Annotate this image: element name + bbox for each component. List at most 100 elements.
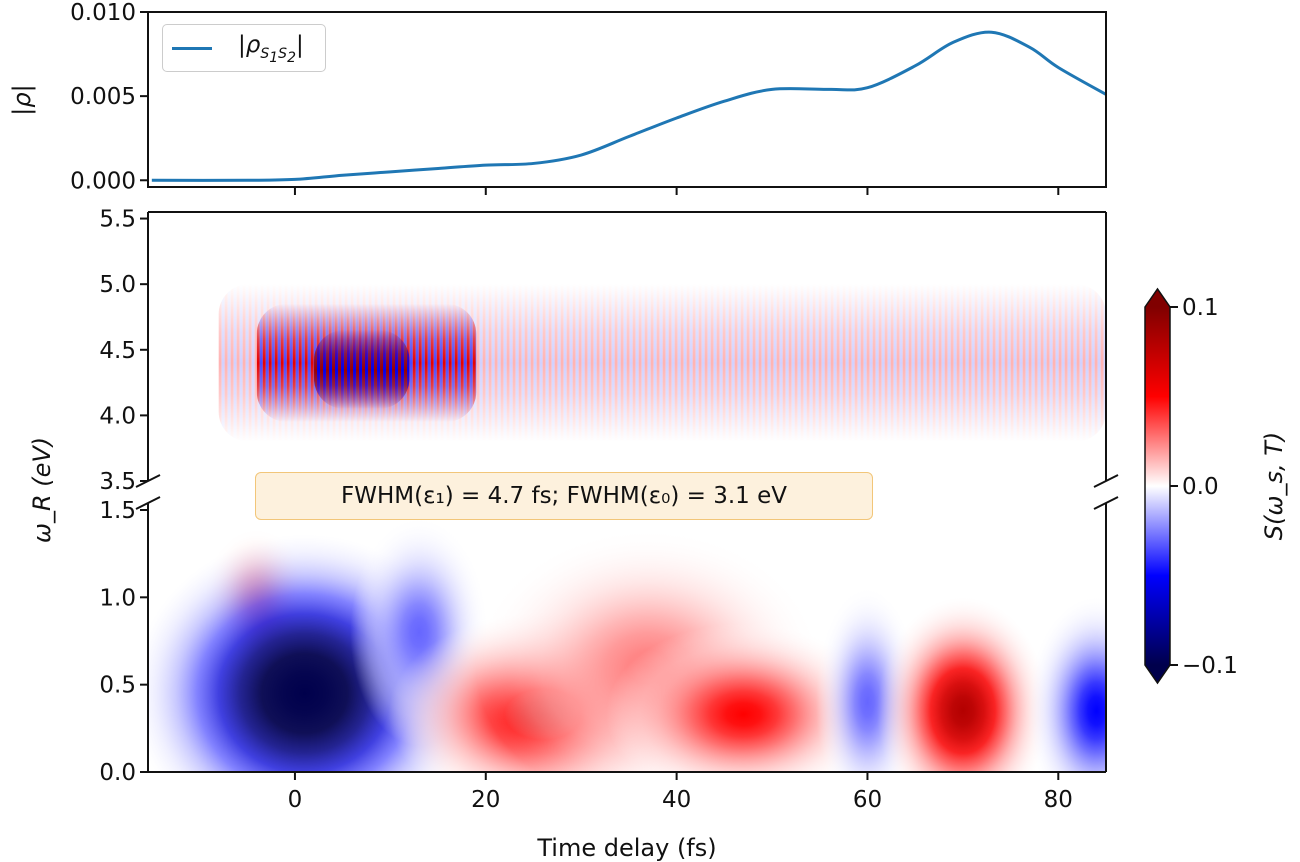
stripe-positive	[686, 212, 690, 481]
stripe-positive	[596, 212, 600, 481]
stripe-positive	[806, 212, 810, 481]
stripe-positive	[1058, 212, 1062, 481]
lower-heatmap	[148, 518, 1106, 772]
stripe-positive	[968, 212, 972, 481]
stripe-positive	[218, 212, 222, 481]
stripe-negative	[307, 212, 311, 481]
stripe-negative	[875, 212, 879, 481]
stripe-negative	[911, 212, 915, 481]
y-tick-label: 0.010	[70, 0, 136, 26]
stripe-negative	[347, 212, 351, 481]
stripe-positive	[332, 212, 336, 481]
stripe-positive	[1064, 212, 1068, 481]
stripe-positive	[926, 212, 930, 481]
x-tick-label: 80	[1044, 787, 1073, 813]
stripe-negative	[743, 212, 747, 481]
stripe-negative	[265, 212, 269, 481]
stripe-negative	[773, 212, 777, 481]
stripe-positive	[298, 212, 302, 481]
stripe-negative	[695, 212, 699, 481]
stripe-negative	[415, 212, 419, 481]
stripe-positive	[542, 212, 546, 481]
stripe-negative	[629, 212, 633, 481]
heatmap-y-axis-label: ω_R (eV)	[28, 437, 56, 543]
stripe-positive	[632, 212, 636, 481]
stripe-positive	[794, 212, 798, 481]
stripe-negative	[401, 212, 405, 481]
stripe-negative	[1103, 212, 1106, 481]
stripe-negative	[1025, 212, 1029, 481]
stripe-positive	[824, 212, 828, 481]
stripe-positive	[314, 212, 318, 481]
stripe-negative	[407, 212, 411, 481]
stripe-positive	[974, 212, 978, 481]
stripe-negative	[271, 212, 275, 481]
stripe-positive	[1034, 212, 1038, 481]
stripe-positive	[350, 212, 354, 481]
stripe-positive	[512, 212, 516, 481]
stripe-positive	[280, 212, 284, 481]
stripe-negative	[779, 212, 783, 481]
stripe-negative	[659, 212, 663, 481]
stripe-negative	[623, 212, 627, 481]
stripe-negative	[433, 212, 437, 481]
x-tick-label: 20	[471, 787, 500, 813]
stripe-negative	[329, 212, 333, 481]
stripe-negative	[1013, 212, 1017, 481]
stripe-positive	[944, 212, 948, 481]
stripe-negative	[451, 212, 455, 481]
stripe-negative	[887, 212, 891, 481]
stripe-negative	[503, 212, 507, 481]
colorbar-extend-min	[1145, 665, 1170, 683]
stripe-negative	[1091, 212, 1095, 481]
colorbar-tick-label: 0.1	[1182, 295, 1219, 321]
stripe-negative	[515, 212, 519, 481]
stripe-positive	[812, 212, 816, 481]
stripe-positive	[500, 212, 504, 481]
stripe-negative	[1001, 212, 1005, 481]
stripe-negative	[671, 212, 675, 481]
stripe-positive	[602, 212, 606, 481]
stripe-negative	[737, 212, 741, 481]
stripe-positive	[878, 212, 882, 481]
stripe-positive	[698, 212, 702, 481]
stripe-positive	[338, 212, 342, 481]
stripe-negative	[221, 212, 225, 481]
stripe-negative	[869, 212, 873, 481]
y-tick-label: 5.0	[99, 272, 136, 298]
stripe-positive	[722, 212, 726, 481]
stripe-negative	[935, 212, 939, 481]
stripe-positive	[680, 212, 684, 481]
stripe-positive	[668, 212, 672, 481]
stripe-negative	[953, 212, 957, 481]
colorbar-label: S(ω_s, T)	[1260, 432, 1288, 540]
stripe-negative	[341, 212, 345, 481]
stripe-negative	[545, 212, 549, 481]
stripe-positive	[256, 212, 260, 481]
axis-break-mark	[135, 496, 161, 510]
stripe-positive	[836, 212, 840, 481]
stripe-negative	[809, 212, 813, 481]
stripe-positive	[460, 212, 464, 481]
stripe-negative	[277, 212, 281, 481]
stripe-positive	[326, 212, 330, 481]
stripe-positive	[436, 212, 440, 481]
stripe-negative	[409, 212, 413, 481]
stripe-positive	[914, 212, 918, 481]
stripe-positive	[286, 212, 290, 481]
stripe-negative	[713, 212, 717, 481]
stripe-negative	[983, 212, 987, 481]
top-line-plot	[151, 30, 1107, 182]
stripe-positive	[728, 212, 732, 481]
heatmap-feature	[1027, 597, 1106, 772]
stripe-positive	[356, 212, 360, 481]
stripe-positive	[896, 212, 900, 481]
legend-label: |ρS1S2|	[238, 32, 304, 66]
stripe-positive	[472, 212, 476, 481]
stripe-positive	[620, 212, 624, 481]
stripe-negative	[611, 212, 615, 481]
stripe-positive	[764, 212, 768, 481]
stripe-negative	[539, 212, 543, 481]
stripe-positive	[1040, 212, 1044, 481]
axis-break-mark	[1093, 496, 1119, 510]
